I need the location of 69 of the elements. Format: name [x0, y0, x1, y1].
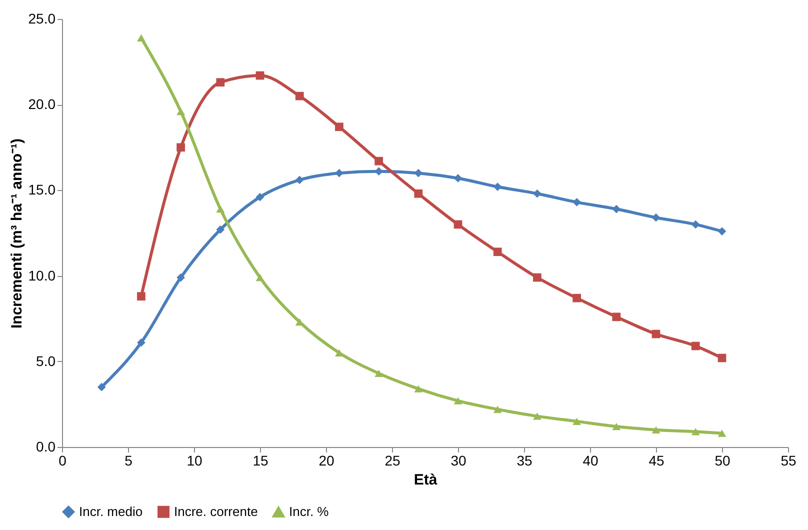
point — [533, 412, 542, 420]
point — [652, 330, 660, 338]
x-tick-label: 35 — [516, 452, 532, 468]
point — [295, 176, 304, 184]
point — [176, 273, 185, 282]
legend-label: Incr. medio — [79, 504, 143, 519]
point — [572, 294, 581, 302]
point — [612, 204, 621, 214]
legend-label: Incr. % — [289, 504, 330, 520]
y-axis-title: Incrementi (m³ ha⁻¹ anno⁻¹) — [8, 138, 26, 329]
point — [216, 205, 225, 213]
point — [216, 78, 225, 87]
point — [691, 342, 700, 350]
point — [216, 225, 225, 234]
point — [335, 122, 344, 132]
x-tick-label: 50 — [714, 452, 730, 468]
point — [137, 292, 146, 301]
point — [718, 430, 726, 437]
x-tick-label: 30 — [450, 452, 466, 468]
point — [652, 426, 660, 434]
point — [454, 220, 462, 229]
point — [137, 34, 146, 42]
x-axis-title: Età — [414, 472, 438, 488]
point — [256, 192, 264, 202]
point — [691, 220, 700, 229]
y-tick-label: 0.0 — [36, 438, 56, 454]
point — [718, 354, 726, 362]
point — [493, 406, 502, 413]
point — [533, 273, 542, 282]
point — [493, 182, 502, 191]
y-tick-label: 20.0 — [28, 96, 56, 112]
point — [374, 370, 383, 378]
point — [414, 189, 423, 198]
point — [335, 349, 344, 356]
point — [374, 156, 383, 166]
point — [335, 168, 344, 178]
point — [454, 174, 462, 182]
point — [454, 397, 462, 404]
point — [612, 422, 621, 430]
point — [176, 108, 185, 116]
point — [612, 312, 621, 322]
x-tick-label: 55 — [780, 452, 796, 468]
point — [533, 189, 542, 198]
point — [97, 382, 106, 392]
x-tick-label: 40 — [582, 452, 598, 468]
point — [176, 143, 185, 152]
x-tick-label: 25 — [384, 452, 400, 468]
y-tick-label: 15.0 — [28, 182, 56, 198]
point — [572, 418, 581, 425]
legend-label: Incre. corrente — [174, 504, 258, 519]
point — [256, 274, 264, 282]
x-tick-label: 20 — [318, 452, 334, 468]
point — [256, 71, 264, 80]
y-tick-label: 5.0 — [36, 352, 56, 369]
point — [414, 385, 423, 392]
point — [493, 248, 502, 256]
x-tick-label: 15 — [252, 452, 268, 468]
point — [572, 198, 581, 206]
x-tick-label: 0 — [58, 452, 67, 468]
point — [691, 428, 700, 436]
x-tick-label: 10 — [186, 452, 202, 468]
point — [718, 227, 726, 236]
y-tick-label: 25.0 — [28, 10, 56, 26]
point — [295, 92, 304, 100]
y-tick-label: 10.0 — [28, 267, 56, 284]
point — [137, 338, 146, 347]
point — [652, 213, 660, 222]
x-tick-label: 5 — [124, 452, 133, 468]
x-tick-label: 45 — [648, 452, 664, 468]
